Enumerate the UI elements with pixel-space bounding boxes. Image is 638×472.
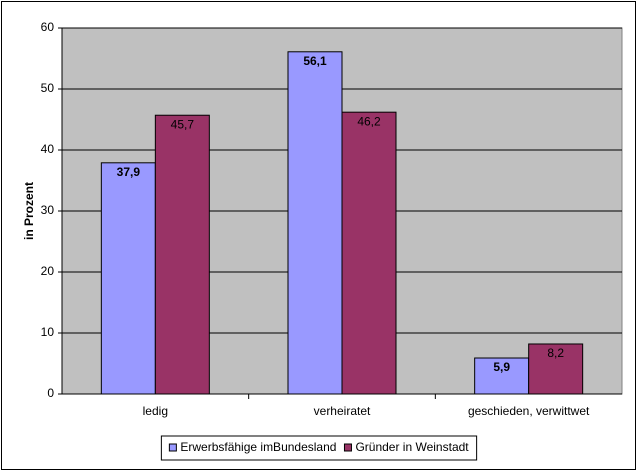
data-label: 37,9 — [117, 165, 141, 179]
bar — [154, 114, 210, 395]
x-tick-label: verheiratet — [314, 404, 371, 418]
data-label: 5,9 — [493, 360, 510, 374]
y-tick-label: 0 — [47, 386, 54, 400]
y-tick-label: 10 — [41, 325, 55, 339]
data-label: 46,2 — [357, 114, 381, 128]
data-label: 45,7 — [171, 117, 195, 131]
bar — [341, 111, 397, 395]
legend-label: Erwerbsfähige imBundesland — [180, 440, 336, 454]
data-label: 56,1 — [303, 54, 327, 68]
y-tick-label: 50 — [41, 81, 55, 95]
y-tick-label: 40 — [41, 142, 55, 156]
legend-box — [160, 435, 478, 461]
x-tick-label: ledig — [143, 404, 168, 418]
legend: Erwerbsfähige imBundesland Gründer in Wei… — [160, 435, 478, 461]
bar — [100, 162, 156, 395]
data-label: 8,2 — [547, 346, 564, 360]
legend-label: Gründer in Weinstadt — [355, 440, 469, 454]
legend-swatch — [343, 443, 352, 452]
y-tick-label: 20 — [41, 264, 55, 278]
bar — [287, 51, 343, 395]
y-tick-label: 30 — [41, 203, 55, 217]
y-axis-label: in Prozent — [22, 182, 36, 240]
y-tick-label: 60 — [41, 20, 55, 34]
bar — [528, 343, 584, 395]
legend-swatch — [168, 443, 177, 452]
x-tick-label: geschieden, verwittwet — [468, 404, 590, 418]
